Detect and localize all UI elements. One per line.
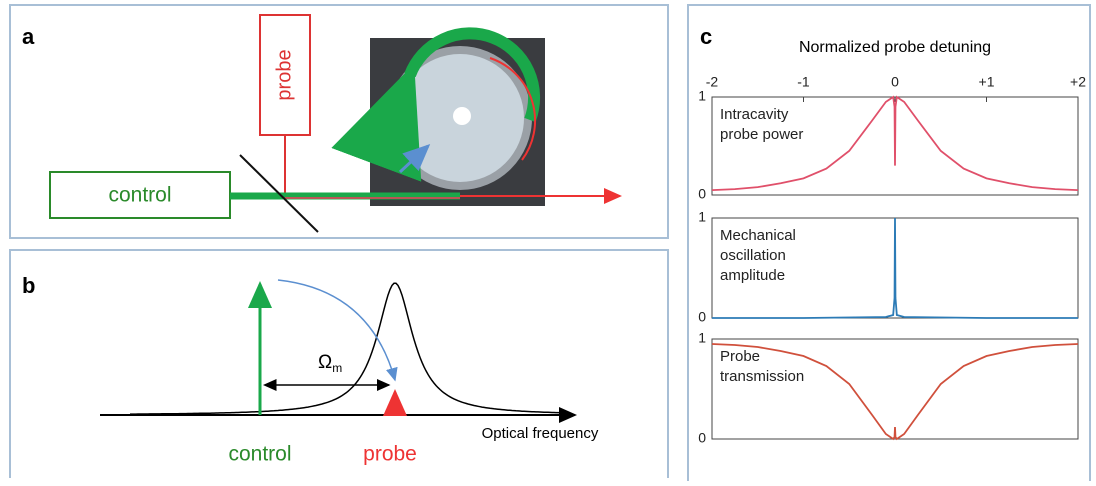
disk-center bbox=[453, 107, 471, 125]
x-tick-label: 0 bbox=[891, 74, 899, 90]
x-tick-label: -2 bbox=[706, 74, 719, 90]
omega-sub: m bbox=[332, 361, 342, 375]
page: a probe control b Ωm control probe Optic… bbox=[0, 0, 1096, 486]
annotation: Mechanical bbox=[720, 227, 796, 244]
y-tick-label: 0 bbox=[698, 430, 706, 446]
x-tick-label: -1 bbox=[797, 74, 810, 90]
omega-label: Ωm bbox=[318, 352, 342, 375]
y-tick-label: 1 bbox=[698, 209, 706, 225]
control-label: control bbox=[228, 443, 291, 466]
panel-label: b bbox=[22, 273, 35, 298]
axis-label: Optical frequency bbox=[482, 425, 599, 442]
y-tick-label: 0 bbox=[698, 309, 706, 325]
y-tick-label: 1 bbox=[698, 330, 706, 346]
figure: a probe control b Ωm control probe Optic… bbox=[0, 0, 1096, 481]
probe-label: probe bbox=[363, 443, 417, 466]
panel-label: c bbox=[700, 24, 712, 49]
y-tick-label: 0 bbox=[698, 186, 706, 202]
x-axis-title: Normalized probe detuning bbox=[799, 39, 991, 56]
x-tick-label: +1 bbox=[979, 74, 995, 90]
annotation: oscillation bbox=[720, 247, 786, 264]
x-tick-label: +2 bbox=[1070, 74, 1086, 90]
control-label: control bbox=[108, 184, 171, 207]
plot-frame bbox=[712, 339, 1078, 439]
annotation: probe power bbox=[720, 126, 803, 143]
omega: Ω bbox=[318, 352, 332, 373]
annotation: amplitude bbox=[720, 267, 785, 284]
annotation: Intracavity bbox=[720, 106, 789, 123]
annotation: Probe bbox=[720, 348, 760, 365]
panel-label: a bbox=[22, 24, 35, 49]
y-tick-label: 1 bbox=[698, 88, 706, 104]
annotation: transmission bbox=[720, 368, 804, 385]
probe-label: probe bbox=[273, 49, 295, 100]
